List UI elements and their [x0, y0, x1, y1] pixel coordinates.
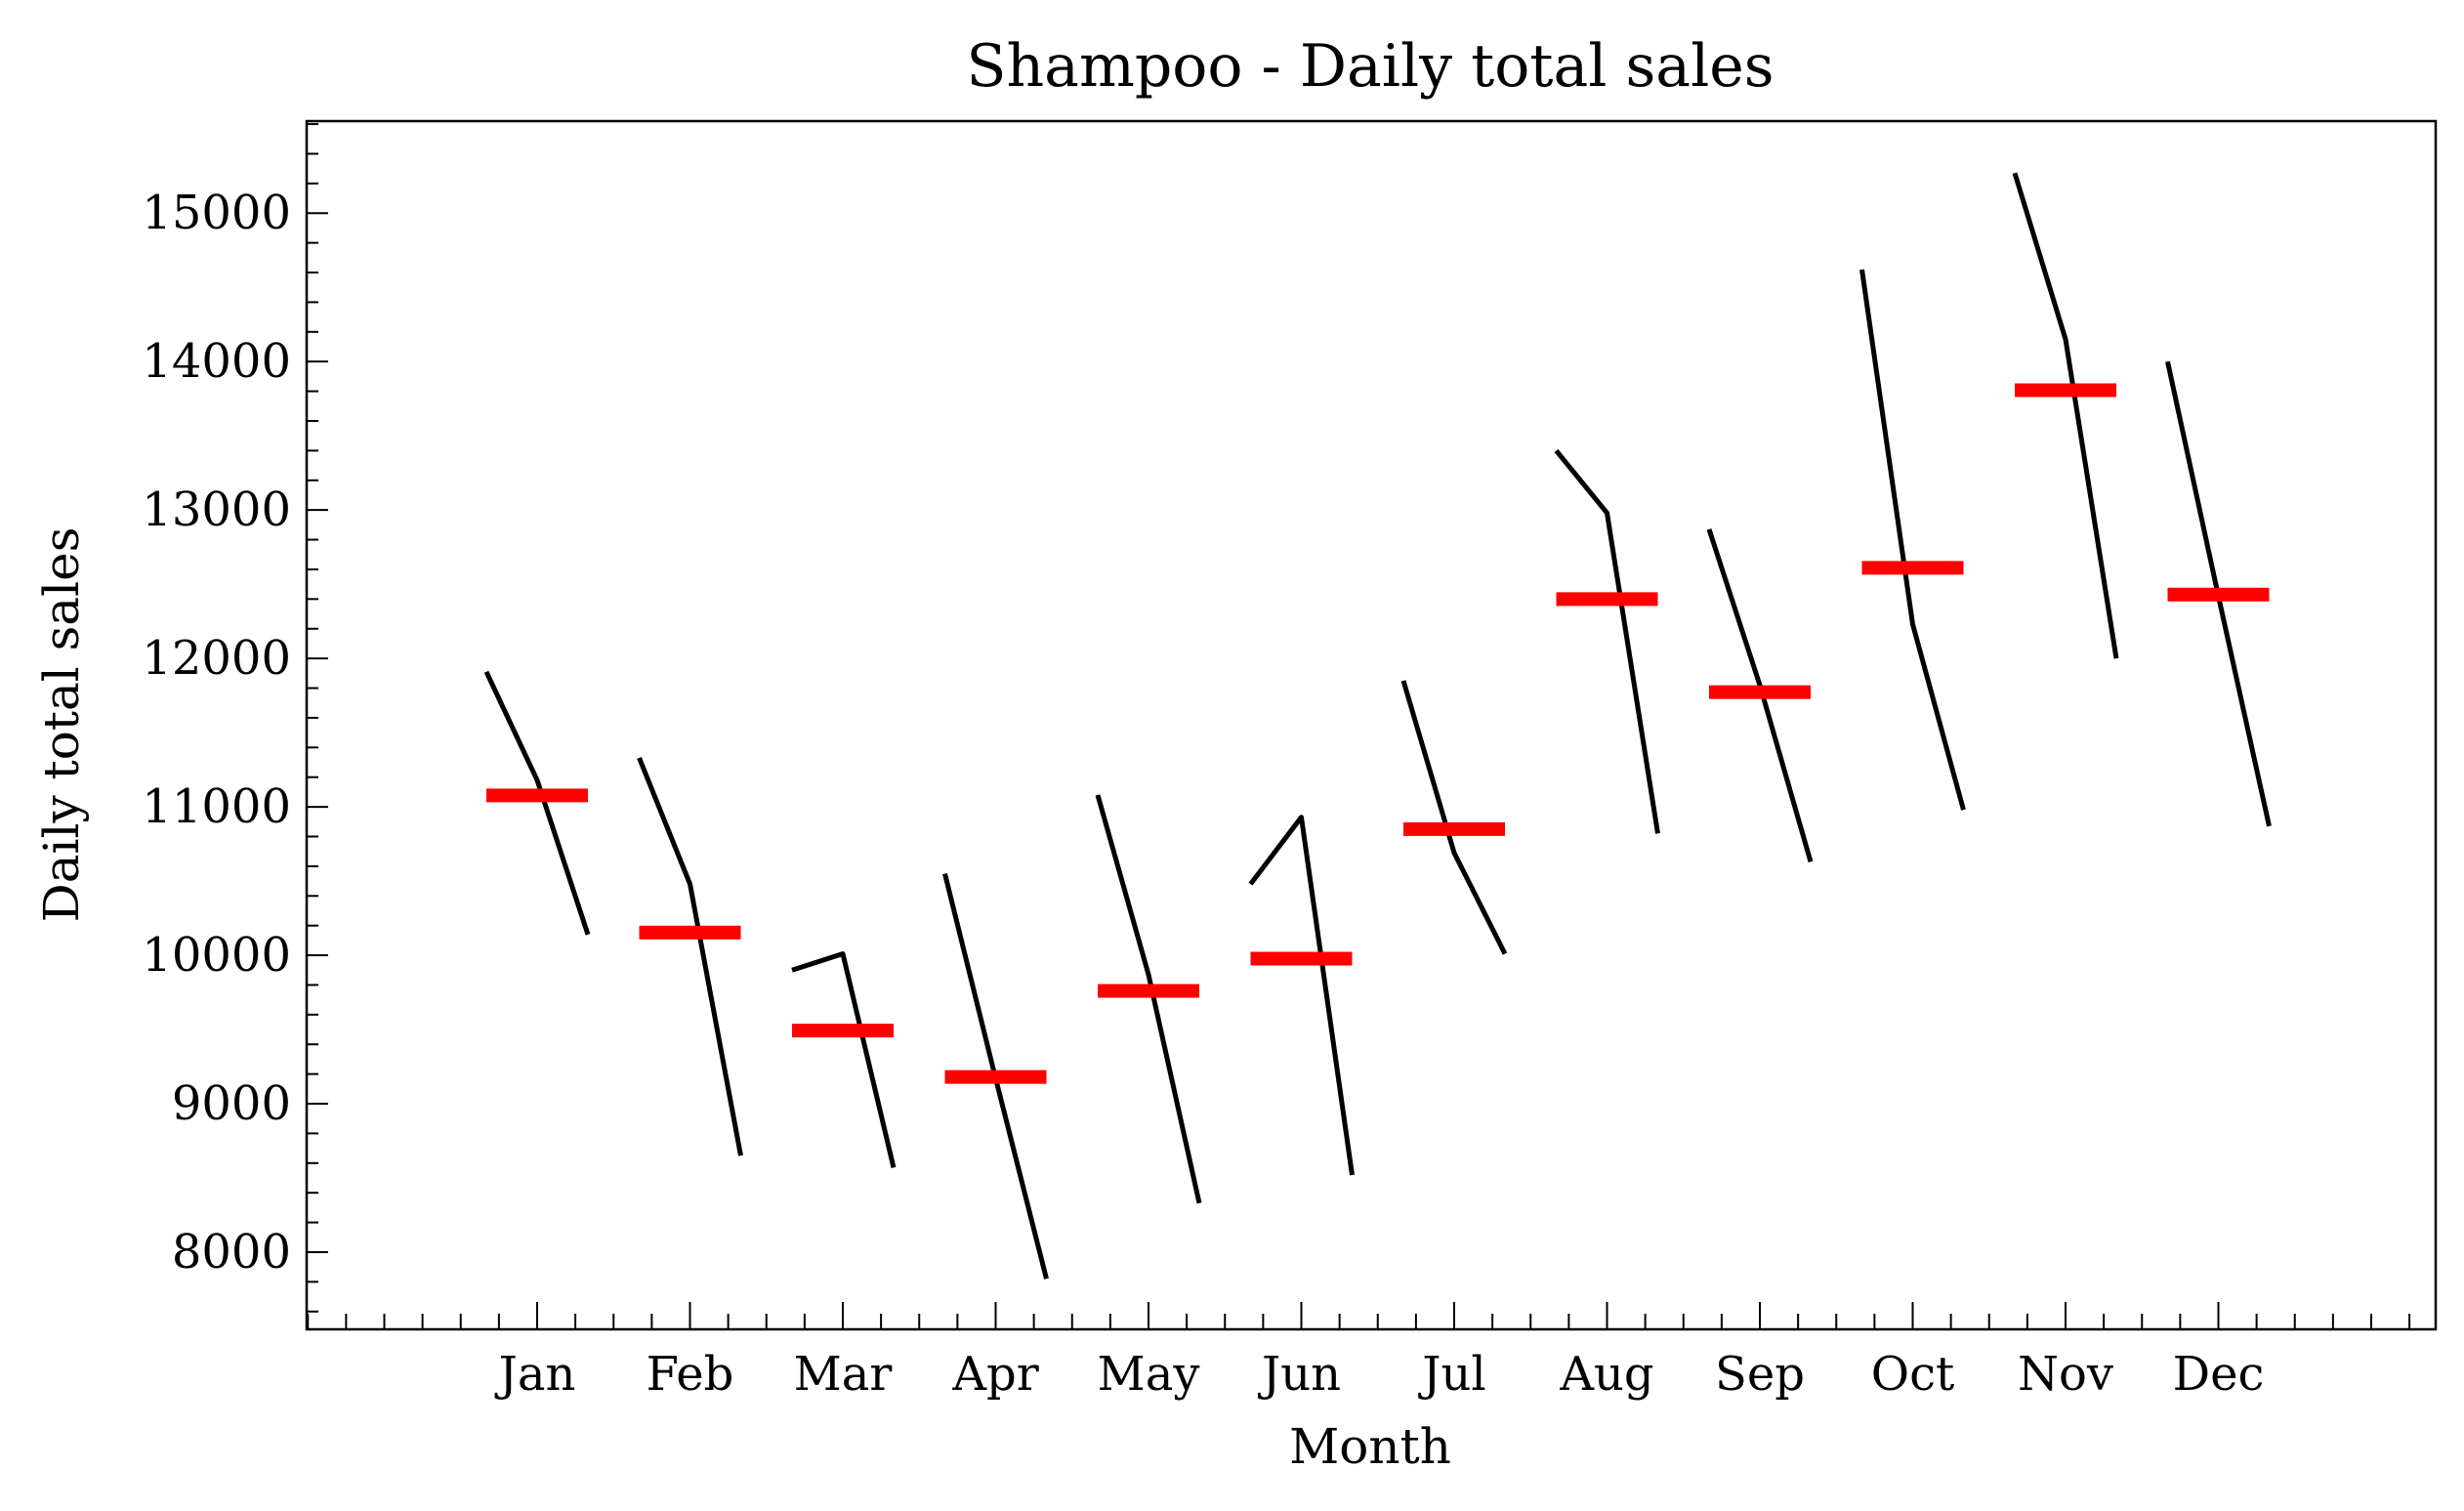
x-tick-label: Nov: [2018, 1347, 2113, 1402]
subseries-line-mar: [791, 951, 897, 1168]
x-tick-label: Apr: [951, 1347, 1038, 1402]
x-tick-label: Sep: [1715, 1347, 1805, 1402]
y-tick-label: 14000: [142, 334, 291, 389]
subseries-line-jul: [1400, 680, 1508, 955]
subseries-line-jun: [1248, 815, 1355, 1176]
x-tick-label: Jan: [494, 1347, 576, 1402]
y-tick-label: 15000: [142, 186, 291, 240]
y-tick-label: 12000: [142, 631, 291, 686]
x-tick-label: Aug: [1559, 1347, 1653, 1402]
plot-frame: [305, 119, 2438, 1331]
subseries-line-may: [1095, 794, 1202, 1204]
axis-ticks: [307, 123, 2411, 1329]
y-tick-label: 10000: [142, 928, 291, 983]
y-tick-label: 9000: [172, 1076, 291, 1131]
x-tick-label: May: [1098, 1347, 1200, 1402]
subseries-line-jan: [483, 670, 591, 936]
x-tick-label: Jul: [1417, 1347, 1486, 1402]
plot-area: [305, 119, 2438, 1331]
chart-title: Shampoo - Daily total sales: [966, 32, 1774, 101]
x-tick-label: Oct: [1871, 1347, 1955, 1402]
y-tick-label: 13000: [142, 483, 291, 537]
y-tick-label: 11000: [142, 779, 291, 834]
x-tick-label: Jun: [1257, 1347, 1341, 1402]
y-axis-label: Daily total sales: [33, 527, 90, 923]
subseries-line-nov: [2012, 172, 2119, 659]
subseries-line-aug: [1554, 448, 1660, 834]
x-tick-label: Mar: [794, 1347, 893, 1402]
x-tick-label: Dec: [2173, 1347, 2265, 1402]
x-tick-label: Feb: [647, 1347, 734, 1402]
x-axis-label: Month: [1289, 1418, 1451, 1475]
tick-labels: 8000 9000 10000 11000 12000 13000 14000 15000 Ja…: [142, 186, 2264, 1402]
subseries-line-feb: [637, 756, 743, 1156]
subseries-line-oct: [1859, 269, 1966, 811]
y-tick-label: 8000: [172, 1225, 291, 1280]
subseries-line-sep: [1706, 528, 1814, 862]
